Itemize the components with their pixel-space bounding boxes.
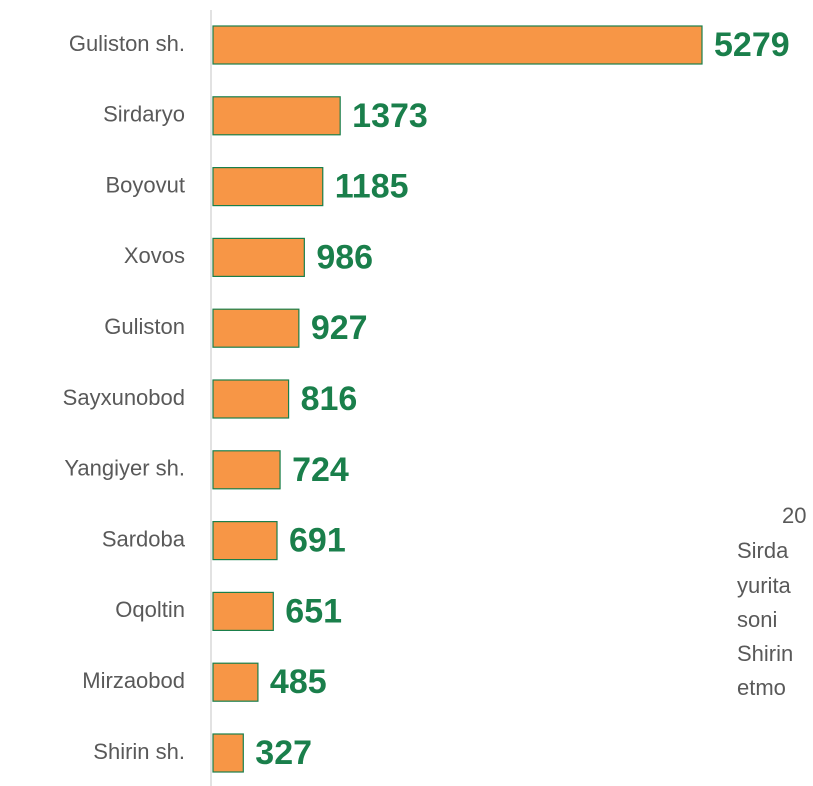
bar xyxy=(212,450,281,490)
data-label: 724 xyxy=(292,451,349,489)
bar xyxy=(212,379,290,419)
data-label: 1373 xyxy=(352,97,428,135)
bar xyxy=(212,237,305,277)
data-label: 651 xyxy=(285,592,342,630)
annotation-text: soni xyxy=(737,607,777,632)
data-label: 927 xyxy=(311,309,368,347)
category-label: Shirin sh. xyxy=(93,739,185,764)
annotation-text: etmo xyxy=(737,675,786,700)
data-label: 816 xyxy=(301,380,358,418)
bar xyxy=(212,96,341,136)
category-label: Xovos xyxy=(124,243,185,268)
bar xyxy=(212,520,278,561)
category-label: Oqoltin xyxy=(115,597,185,622)
annotation-text: Sirda xyxy=(737,538,789,563)
category-label: Yangiyer sh. xyxy=(64,456,185,481)
bar xyxy=(212,308,300,348)
bar xyxy=(212,25,703,65)
category-label: Mirzaobod xyxy=(82,668,185,693)
annotation-text: yurita xyxy=(737,573,792,598)
annotation-text: 20 xyxy=(782,503,806,528)
category-label: Boyovut xyxy=(106,172,186,197)
category-label: Sardoba xyxy=(102,526,186,551)
data-label: 691 xyxy=(289,522,346,560)
category-label: Sayxunobod xyxy=(63,385,185,410)
data-label: 327 xyxy=(255,734,312,772)
data-label: 986 xyxy=(316,238,373,276)
category-label: Guliston sh. xyxy=(69,31,185,56)
bar xyxy=(212,662,259,702)
data-label: 1185 xyxy=(335,168,409,206)
bar xyxy=(212,167,324,207)
data-label: 485 xyxy=(270,663,327,701)
bar xyxy=(212,591,274,632)
bar xyxy=(212,733,244,773)
annotation-text: Shirin xyxy=(737,641,793,666)
category-label: Guliston xyxy=(104,314,185,339)
data-label: 5279 xyxy=(714,26,790,64)
category-label: Sirdaryo xyxy=(103,102,185,127)
